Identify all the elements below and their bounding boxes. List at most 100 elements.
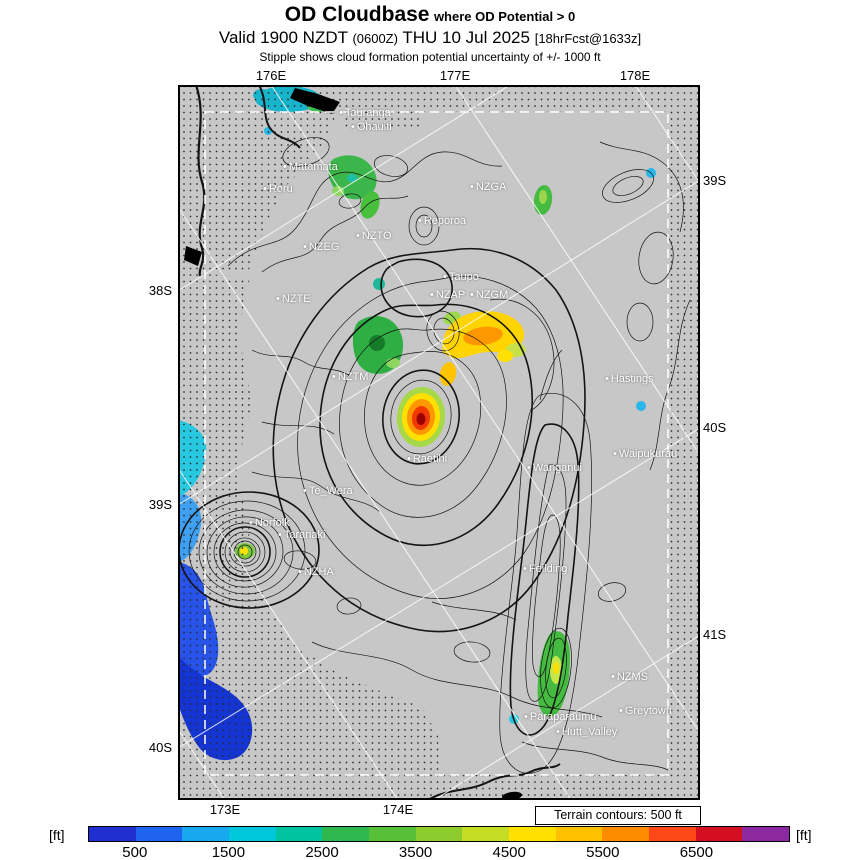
place-marker-dot: • xyxy=(263,182,267,195)
unit-label-left: [ft] xyxy=(49,827,65,843)
colorbar-segment xyxy=(275,827,323,841)
place-label: • NZHA xyxy=(298,565,334,578)
place-marker-dot: • xyxy=(332,370,336,383)
place-name: Taupo xyxy=(448,270,479,283)
place-marker-dot: • xyxy=(443,270,447,283)
place-marker-dot: • xyxy=(303,240,307,253)
place-label: • Raetihi xyxy=(407,452,448,465)
place-marker-dot: • xyxy=(470,180,474,193)
colorbar-tick-label: 6500 xyxy=(679,844,714,860)
map-border xyxy=(178,85,700,800)
place-marker-dot: • xyxy=(407,452,411,465)
colorbar-segment xyxy=(322,827,370,841)
place-name: NZHA xyxy=(303,565,334,578)
latlon-gridlines xyxy=(177,84,701,801)
place-name: NZMS xyxy=(616,670,649,683)
place-name: Tauranga xyxy=(344,106,391,119)
place-label: • NZTE xyxy=(276,292,311,305)
terrain-contour-layer xyxy=(178,84,691,801)
place-marker-dot: • xyxy=(298,565,302,578)
axis-label-right: 41S xyxy=(703,627,727,642)
place-marker-dot: • xyxy=(356,229,360,242)
place-name: NZTE xyxy=(281,292,311,305)
axis-label-top: 176E xyxy=(255,68,287,83)
place-label: • NZEG xyxy=(303,240,340,253)
place-name: NZEG xyxy=(308,240,340,253)
valid-date: THU 10 Jul 2025 xyxy=(402,28,530,47)
place-name: Taranaki xyxy=(283,528,326,541)
colorbar-tick-label: 2500 xyxy=(305,844,339,860)
terrain-contours-note: Terrain contours: 500 ft xyxy=(535,806,701,825)
place-marker-dot: • xyxy=(249,516,253,529)
colorbar-segment xyxy=(369,827,416,841)
place-name: Feilding xyxy=(528,562,568,575)
place-label: • Waipukurau xyxy=(613,447,678,460)
colorbar xyxy=(88,826,790,842)
place-label: • NZGM xyxy=(470,288,509,301)
place-label: • Hutt_Valley xyxy=(556,725,618,738)
place-label: • Matamata xyxy=(283,160,338,173)
place-label: • NZAP xyxy=(430,288,465,301)
place-label: • Roru xyxy=(263,182,293,195)
axis-label-left: 40S xyxy=(148,740,172,755)
model-domain-boundary xyxy=(204,111,669,776)
colorbar-segment xyxy=(415,827,463,841)
place-name: Norfolk xyxy=(254,516,290,529)
place-name: Te_Wera xyxy=(308,484,353,497)
place-label: • NZTO xyxy=(356,229,392,242)
place-label: • NZMS xyxy=(611,670,649,683)
place-marker-dot: • xyxy=(524,710,528,723)
axis-label-bottom: 174E xyxy=(382,802,414,817)
colorbar-tick-label: 1500 xyxy=(211,844,246,860)
map-frame xyxy=(177,84,701,801)
place-name: NZGA xyxy=(475,180,507,193)
place-label: • NZGA xyxy=(470,180,507,193)
place-name: Hastings xyxy=(610,372,654,385)
colorbar-segment xyxy=(89,827,136,841)
valid-time: Valid 1900 NZDT xyxy=(218,28,348,47)
place-label: • NZTM xyxy=(332,370,368,383)
place-marker-dot: • xyxy=(613,447,617,460)
axis-label-top: 177E xyxy=(439,68,471,83)
colorbar-tick-label: 3500 xyxy=(398,844,433,860)
unit-label-right: [ft] xyxy=(796,827,812,843)
place-marker-dot: • xyxy=(470,288,474,301)
place-name: NZTO xyxy=(361,229,392,242)
place-marker-dot: • xyxy=(523,562,527,575)
axis-label-right: 40S xyxy=(703,420,727,435)
place-marker-dot: • xyxy=(283,160,287,173)
place-marker-dot: • xyxy=(430,288,434,301)
colorbar-segment xyxy=(695,827,743,841)
place-marker-dot: • xyxy=(339,106,343,119)
place-name: Hutt_Valley xyxy=(561,725,618,738)
place-name: Waipukurau xyxy=(618,447,678,460)
place-marker-dot: • xyxy=(619,704,623,717)
place-marker-dot: • xyxy=(276,292,280,305)
axis-label-left: 39S xyxy=(148,497,172,512)
place-label: • Ohauiti xyxy=(351,120,392,133)
stipple-uncertainty-layer xyxy=(178,85,700,800)
colorbar-tick-label: 500 xyxy=(122,844,148,860)
colorbar-segment xyxy=(135,827,183,841)
place-marker-dot: • xyxy=(418,214,422,227)
place-label: • Hastings xyxy=(605,372,654,385)
axis-label-bottom: 173E xyxy=(209,802,241,817)
colorbar-segment xyxy=(462,827,510,841)
place-marker-dot: • xyxy=(351,120,355,133)
colorbar-tick-label: 5500 xyxy=(586,844,620,860)
colorbar-segment xyxy=(649,827,696,841)
product-title: OD Cloudbase xyxy=(284,3,430,26)
place-label: • Wanganui xyxy=(527,462,582,474)
place-marker-dot: • xyxy=(611,670,615,683)
place-label: • Greytown xyxy=(619,704,672,717)
place-name: Greytown xyxy=(624,704,672,717)
colorbar-tick-label: 4500 xyxy=(492,844,526,860)
place-marker-dot: • xyxy=(605,372,609,385)
place-name: Reporoa xyxy=(423,214,467,227)
valid-time-line: Valid 1900 NZDT (0600Z) THU 10 Jul 2025 … xyxy=(0,28,850,48)
place-label: • Norfolk xyxy=(249,516,290,529)
place-name: NZGM xyxy=(475,288,509,301)
colorbar-segment xyxy=(742,827,790,841)
terrain-contours-text: Terrain contours: 500 ft xyxy=(554,808,682,822)
place-name: Raetihi xyxy=(412,452,448,465)
